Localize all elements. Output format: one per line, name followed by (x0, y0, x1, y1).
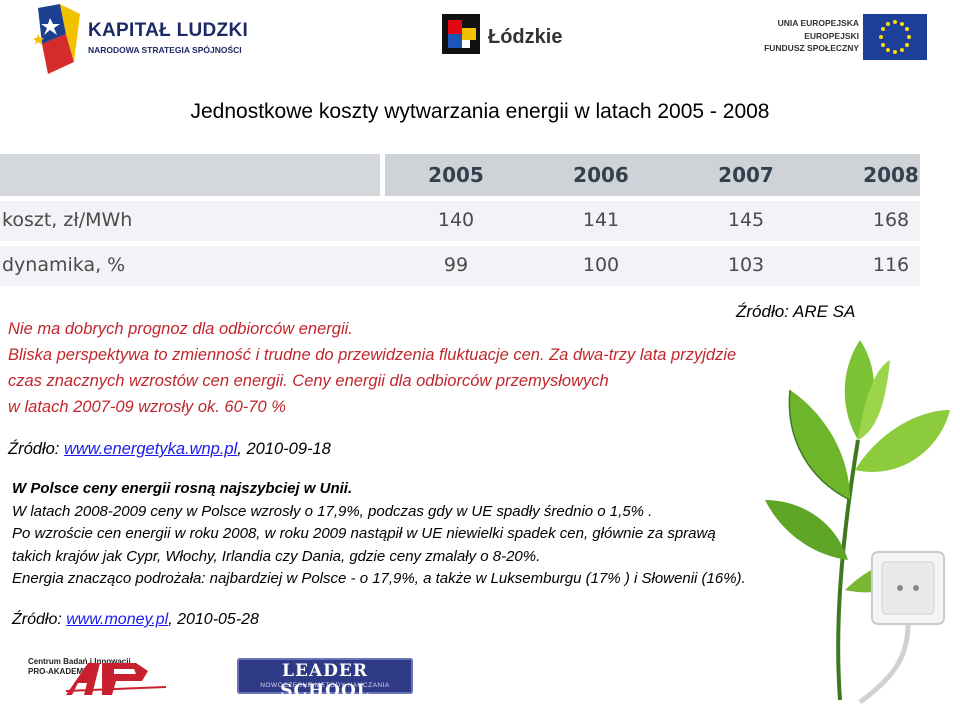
table-year-header: 2005 (428, 163, 484, 187)
pro-akademia-logo: Centrum Badań i Innowacji PRO-AKADEMIA (28, 655, 168, 697)
eu-line3: FUNDUSZ SPOŁECZNY (764, 43, 859, 53)
source-prefix: Źródło: (12, 611, 67, 628)
table-row: koszt, zł/MWh 140 141 145 168 (0, 201, 920, 241)
table-row: dynamika, % 99 100 103 116 (0, 246, 920, 286)
eu-prices-line: Energia znacząco podrożała: najbardziej … (12, 570, 746, 587)
eu-prices-heading: W Polsce ceny energii rosną najszybciej … (12, 480, 353, 497)
lodzkie-logo: Łódzkie (440, 12, 563, 60)
kapital-ludzki-emblem-icon (33, 4, 80, 74)
leader-school-title: LEADER SCHOOL (280, 661, 370, 701)
page-title: Jednostkowe koszty wytwarzania energii w… (190, 100, 770, 123)
pro-akademia-ap-icon (66, 663, 166, 695)
source-date: , 2010-09-18 (237, 440, 331, 458)
table-row-label: dynamika, % (2, 254, 126, 276)
table-header-empty-cell (0, 154, 380, 196)
eu-prices-line: Po wzroście cen energii w roku 2008, w r… (12, 525, 716, 542)
lodzkie-emblem-icon (442, 14, 480, 54)
table-cell: 99 (443, 254, 469, 276)
table-year-header: 2007 (718, 163, 774, 187)
kapital-ludzki-subtitle: NARODOWA STRATEGIA SPÓJNOŚCI (88, 45, 242, 55)
eu-flag-icon (863, 14, 927, 60)
table-cell: 116 (872, 254, 910, 276)
table-cell: 103 (727, 254, 765, 276)
source-date: , 2010-05-28 (168, 611, 259, 628)
table-cell: 140 (437, 209, 475, 231)
source-money: Źródło: www.money.pl, 2010-05-28 (12, 611, 259, 629)
source-energetyka: Źródło: www.energetyka.wnp.pl, 2010-09-1… (8, 440, 331, 459)
table-cell: 145 (727, 209, 765, 231)
kapital-ludzki-title: KAPITAŁ LUDZKI (88, 20, 249, 41)
eu-line1: UNIA EUROPEJSKA (777, 18, 859, 28)
forecast-line: czas znacznych wzrostów cen energii. Cen… (8, 372, 609, 390)
eu-line2: EUROPEJSKI (804, 31, 859, 41)
plant-power-socket-illustration (765, 340, 950, 705)
table-row-label: koszt, zł/MWh (2, 209, 133, 231)
eu-prices-paragraph: W Polsce ceny energii rosną najszybciej … (12, 478, 842, 591)
eu-prices-line: takich krajów jak Cypr, Włochy, Irlandia… (12, 547, 541, 565)
table-cell: 141 (582, 209, 620, 231)
energy-cost-table: 2005 2006 2007 2008 koszt, zł/MWh 140 14… (0, 154, 920, 286)
money-link[interactable]: www.money.pl (66, 611, 169, 628)
forecast-line: Bliska perspektywa to zmienność i trudne… (8, 346, 737, 364)
table-cell: 168 (872, 209, 910, 231)
leader-school-logo: LEADER SCHOOL NOWOCZESNE METODY NAUCZANI… (237, 658, 413, 701)
forecast-line: w latach 2007-09 wzrosły ok. 60-70 % (8, 398, 286, 416)
leader-school-subtitle: NOWOCZESNE METODY NAUCZANIA (260, 682, 390, 689)
table-cell: 100 (582, 254, 620, 276)
energetyka-link[interactable]: www.energetyka.wnp.pl (63, 440, 238, 458)
eu-prices-line: W latach 2008-2009 ceny w Polsce wzrosły… (12, 502, 653, 520)
table-header-row: 2005 2006 2007 2008 (385, 154, 920, 196)
forecast-paragraph: Nie ma dobrych prognoz dla odbiorców ene… (8, 316, 898, 420)
kapital-ludzki-logo: KAPITAŁ LUDZKI NARODOWA STRATEGIA SPÓJNO… (30, 4, 250, 78)
forecast-line: Nie ma dobrych prognoz dla odbiorców ene… (8, 320, 353, 338)
eu-social-fund-logo: UNIA EUROPEJSKA EUROPEJSKI FUNDUSZ SPOŁE… (764, 14, 931, 64)
source-prefix: Źródło: (8, 440, 64, 458)
pro-akademia-line1: Centrum Badań i Innowacji (28, 657, 131, 666)
source-are-sa: Źródło: ARE SA (736, 302, 856, 321)
lodzkie-text: Łódzkie (488, 26, 563, 48)
pro-akademia-line2: PRO-AKADEMIA (28, 667, 92, 676)
table-year-header: 2006 (573, 163, 629, 187)
table-year-header: 2008 (863, 163, 919, 187)
